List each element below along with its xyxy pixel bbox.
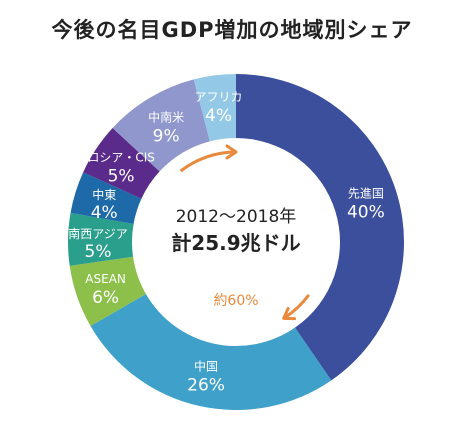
center-text-total: 計25.9兆ドル [171,231,300,255]
arrow-top-head [225,144,238,160]
slice-value-label-2: 6% [92,288,119,308]
chart-title: 今後の名目GDP増加の地域別シェア [51,18,413,42]
slice-value-label-3: 5% [85,242,112,262]
slice-name-label-1: 中国 [194,359,218,374]
slice-value-label-1: 26% [187,376,225,396]
slice-name-label-3: 南西アジア [68,226,128,241]
slice-4 [70,172,142,224]
slice-value-label-5: 5% [108,167,135,187]
slice-2 [69,256,146,326]
slices-group [68,74,404,410]
slice-name-label-6: 中南米 [148,109,184,124]
arrows-group [179,144,311,321]
slice-7 [193,74,236,142]
slice-6 [112,79,210,172]
arrow-bottom [282,294,311,320]
slice-labels-group: 先進国40%中国26%ASEAN6%南西アジア5%中東4%ロシア・CIS5%中南… [68,90,385,396]
arrow-top [179,150,237,173]
approx-share-label: 約60% [213,293,258,309]
slice-name-label-4: 中東 [92,187,116,202]
slice-name-label-5: ロシア・CIS [87,151,155,165]
slice-0 [236,74,404,381]
slice-value-label-7: 4% [205,106,232,126]
center-text-period: 2012〜2018年 [176,207,297,227]
slice-name-label-0: 先進国 [348,187,384,201]
slice-name-label-7: アフリカ [195,90,243,104]
slice-1 [90,294,332,410]
slice-value-label-0: 40% [347,203,385,223]
slice-name-label-2: ASEAN [85,272,126,286]
arrow-bottom-head [282,306,297,321]
slice-value-label-4: 4% [91,203,118,223]
slice-3 [68,212,134,266]
slice-value-label-6: 9% [153,126,180,146]
slice-5 [83,128,160,199]
